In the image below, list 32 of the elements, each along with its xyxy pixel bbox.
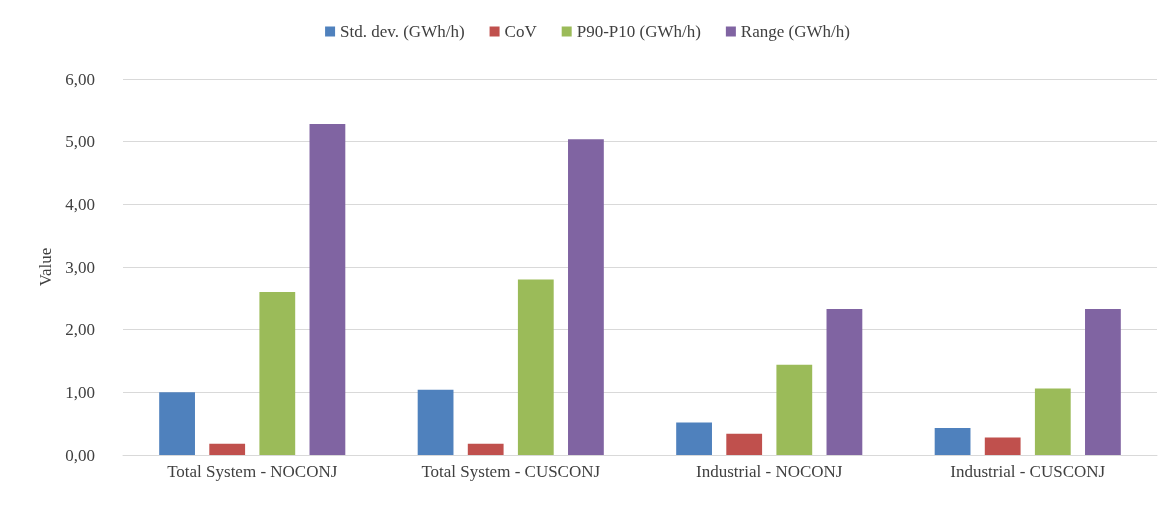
x-tick-label: Total System - CUSCONJ: [421, 462, 601, 481]
y-tick-label: 2,00: [65, 320, 95, 340]
bar: [676, 422, 712, 455]
bar: [1034, 388, 1071, 455]
bar: [517, 279, 554, 455]
bar: [776, 364, 813, 455]
y-tick-label: 6,00: [65, 69, 95, 89]
bar: [209, 443, 246, 455]
x-tick-label: Total System - NOCONJ: [167, 462, 338, 481]
y-tick-label: 0,00: [65, 445, 95, 465]
y-tick-label: 5,00: [65, 132, 95, 152]
legend-label: P90-P10 (GWh/h): [576, 22, 701, 41]
bar: [159, 392, 195, 455]
bar: [984, 437, 1021, 455]
legend-label: Std. dev. (GWh/h): [340, 22, 465, 41]
y-tick-label: 4,00: [65, 194, 95, 214]
bar: [417, 389, 454, 455]
bar: [1085, 308, 1121, 455]
y-tick-label: 3,00: [65, 257, 95, 277]
bar: [726, 433, 763, 455]
bar: [826, 308, 863, 455]
x-tick-label: Industrial - NOCONJ: [696, 462, 843, 481]
y-axis-title: Value: [36, 247, 56, 287]
bar: [568, 139, 604, 455]
legend-label: Range (GWh/h): [740, 22, 850, 41]
legend-label: CoV: [504, 22, 538, 41]
bar: [467, 443, 504, 455]
bar: [259, 292, 296, 455]
bar: [934, 428, 971, 455]
x-tick-label: Industrial - CUSCONJ: [950, 462, 1106, 481]
bar: [309, 124, 346, 455]
y-tick-label: 1,00: [65, 382, 95, 402]
